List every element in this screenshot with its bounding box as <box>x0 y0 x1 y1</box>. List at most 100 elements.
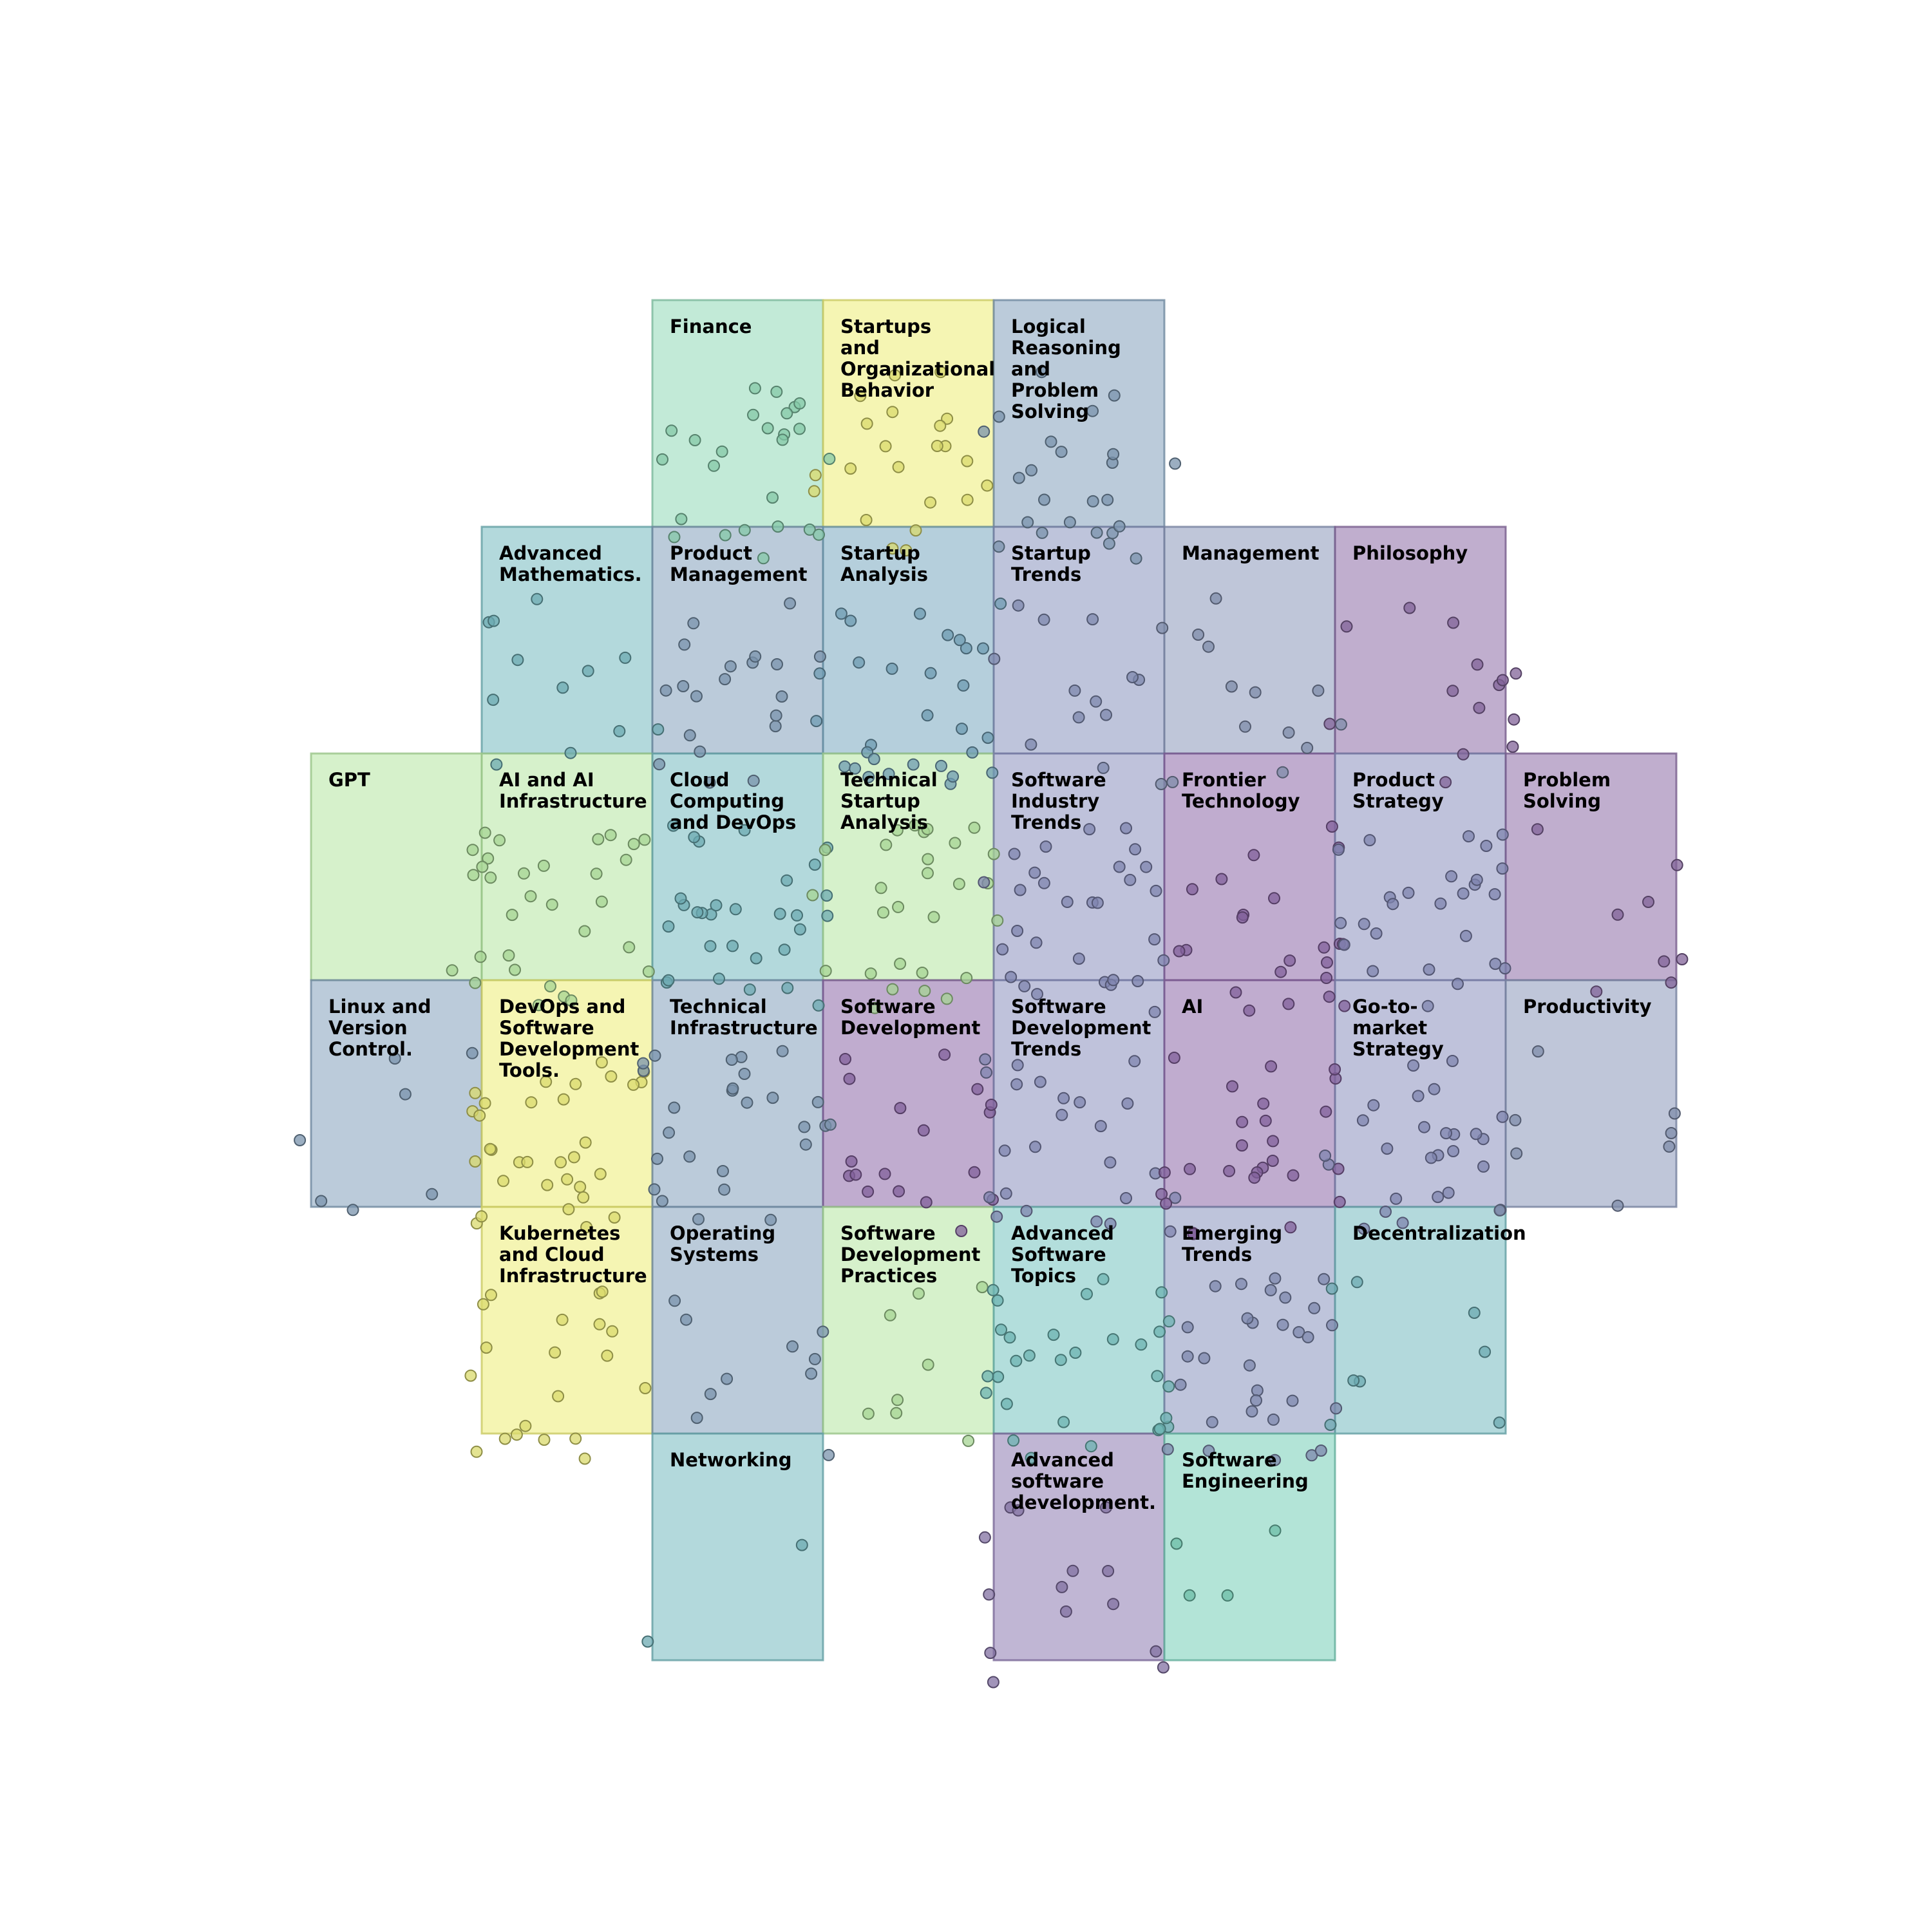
point-operating-systems <box>690 1412 703 1425</box>
point-startups-and-organizational-behavior <box>854 390 867 402</box>
point-software-development-trends <box>1057 1092 1070 1104</box>
point-technical-infrastructure <box>717 1165 729 1177</box>
point-management <box>1334 718 1347 731</box>
cell-label-cloud-computing-and-devops: Cloud Computing and DevOps <box>670 769 796 833</box>
point-software-development <box>920 1196 933 1209</box>
point-ai-and-ai-infrastructure <box>467 869 480 882</box>
point-product-strategy <box>1332 843 1345 856</box>
point-software-engineering <box>1269 1524 1282 1537</box>
point-logical-reasoning-and-problem-solving <box>1130 552 1142 565</box>
point-devops-and-software-development-tools <box>475 1210 488 1223</box>
point-finance <box>761 422 774 435</box>
point-product-strategy <box>1470 873 1483 886</box>
point-linux-and-version-control <box>388 1052 401 1065</box>
point-go-to-market-strategy <box>1425 1151 1437 1164</box>
cell-linux-and-version-control <box>310 979 483 1208</box>
point-advanced-software-development <box>1059 1605 1072 1618</box>
point-product-management <box>653 758 666 771</box>
point-frontier-technology <box>1282 998 1295 1010</box>
point-technical-startup-analysis <box>960 972 973 985</box>
point-advanced-mathematics <box>652 723 665 736</box>
point-software-industry-trends <box>1005 971 1018 983</box>
cell-productivity <box>1504 979 1678 1208</box>
point-productivity <box>1510 1147 1523 1160</box>
point-logical-reasoning-and-problem-solving <box>978 425 990 438</box>
point-product-management <box>719 673 732 686</box>
point-software-industry-trends <box>1037 876 1050 889</box>
point-advanced-mathematics <box>488 614 500 627</box>
cell-label-decentralization: Decentralization <box>1352 1222 1526 1244</box>
point-go-to-market-strategy <box>1358 1222 1370 1235</box>
point-startup-analysis <box>956 723 968 735</box>
cell-label-software-development: Software Development <box>840 996 980 1039</box>
point-emerging-trends <box>1314 1444 1327 1457</box>
point-go-to-market-strategy <box>1396 1217 1409 1229</box>
point-technical-infrastructure <box>718 1183 731 1196</box>
point-finance <box>715 445 728 458</box>
point-advanced-software-topics <box>1135 1338 1148 1351</box>
point-finance <box>813 528 825 541</box>
point-advanced-mathematics <box>511 654 524 667</box>
point-startup-analysis <box>844 614 857 627</box>
point-productivity <box>1531 1045 1544 1058</box>
point-logical-reasoning-and-problem-solving <box>1055 446 1068 459</box>
point-advanced-mathematics <box>531 592 544 605</box>
point-advanced-software-topics <box>980 1387 992 1399</box>
point-product-management <box>677 680 690 692</box>
point-software-development-trends <box>999 1187 1012 1200</box>
point-advanced-software-development <box>1157 1661 1170 1674</box>
point-kubernetes-and-cloud-infrastructure <box>601 1349 614 1362</box>
point-software-development <box>893 1185 905 1198</box>
point-frontier-technology <box>1173 945 1186 958</box>
point-advanced-software-topics <box>1000 1397 1013 1410</box>
point-software-industry-trends <box>1129 843 1142 856</box>
point-ai-and-ai-infrastructure <box>623 941 636 954</box>
point-ai-and-ai-infrastructure <box>532 999 545 1012</box>
point-software-development-practices <box>922 1358 934 1371</box>
point-advanced-mathematics <box>613 724 626 737</box>
point-cloud-computing-and-devops <box>773 907 786 920</box>
point-finance <box>688 434 701 446</box>
point-software-development-practices <box>976 1281 989 1294</box>
point-linux-and-version-control <box>294 1134 307 1146</box>
point-philosophy <box>1508 713 1520 726</box>
point-software-development <box>971 1083 984 1095</box>
point-advanced-software-topics <box>1155 1286 1168 1299</box>
point-cloud-computing-and-devops <box>674 892 687 905</box>
point-emerging-trends <box>1302 1331 1314 1343</box>
point-startup-trends <box>1100 708 1112 721</box>
point-ai-and-ai-infrastructure <box>638 833 651 846</box>
point-emerging-trends <box>1245 1405 1258 1418</box>
point-logical-reasoning-and-problem-solving <box>1036 366 1048 379</box>
point-software-development-trends <box>1169 1191 1182 1204</box>
point-startups-and-organizational-behavior <box>879 440 892 453</box>
point-startup-analysis <box>813 667 826 680</box>
point-decentralization <box>1493 1416 1506 1429</box>
point-finance <box>747 408 759 421</box>
point-technical-startup-analysis <box>916 967 929 979</box>
point-startup-analysis <box>921 709 934 722</box>
point-philosophy <box>1447 616 1460 629</box>
point-product-management <box>659 684 672 697</box>
point-software-industry-trends <box>1132 975 1144 987</box>
cell-problem-solving <box>1504 752 1678 981</box>
cell-startups-and-organizational-behavior <box>822 299 995 528</box>
point-startups-and-organizational-behavior <box>809 469 822 482</box>
point-startup-trends <box>988 652 1001 665</box>
point-technical-infrastructure <box>811 1095 824 1108</box>
point-ai <box>1226 1080 1238 1093</box>
point-go-to-market-strategy <box>1446 1055 1459 1067</box>
point-technical-startup-analysis <box>952 878 965 891</box>
point-kubernetes-and-cloud-infrastructure <box>470 1445 483 1458</box>
point-devops-and-software-development-tools <box>541 1179 554 1191</box>
point-cloud-computing-and-devops <box>662 974 675 987</box>
point-startup-analysis <box>947 770 960 783</box>
point-philosophy <box>1439 776 1452 789</box>
point-technical-startup-analysis <box>949 837 961 849</box>
point-decentralization <box>1324 1419 1337 1431</box>
point-cloud-computing-and-devops <box>791 909 803 922</box>
point-ai-and-ai-infrastructure <box>592 833 605 846</box>
point-product-management <box>703 776 716 789</box>
point-frontier-technology <box>1215 873 1228 886</box>
point-advanced-software-topics <box>1097 1273 1110 1285</box>
